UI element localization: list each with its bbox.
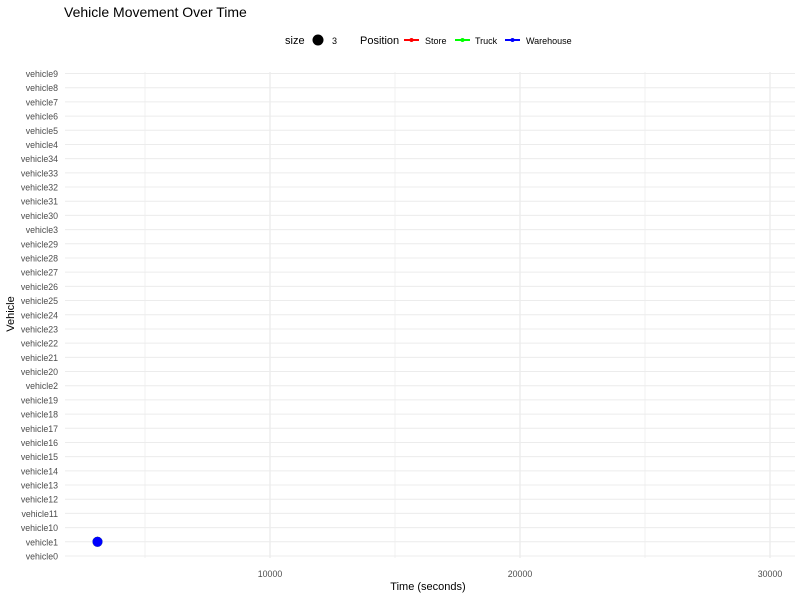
y-tick-label-vehicle16: vehicle16 [21,438,58,448]
y-tick-label-vehicle3: vehicle3 [26,225,58,235]
x-axis: 10000 20000 30000 [258,569,783,579]
y-axis: vehicle0 vehicle1 vehicle10 vehicle11 vehicl… [21,69,58,562]
y-tick-label-vehicle10: vehicle10 [21,523,58,533]
y-tick-label-vehicle11: vehicle11 [21,509,58,519]
legend-label-store: Store [425,36,447,46]
y-tick-label-vehicle22: vehicle22 [21,339,58,349]
x-tick-label-1: 20000 [508,569,533,579]
y-axis-title: Vehicle [5,296,17,331]
y-tick-label-vehicle26: vehicle26 [21,282,58,292]
y-tick-label-vehicle13: vehicle13 [21,481,58,491]
y-tick-label-vehicle0: vehicle0 [26,552,58,562]
y-tick-label-vehicle12: vehicle12 [21,495,58,505]
y-tick-label-vehicle34: vehicle34 [21,154,58,164]
legend-size-marker [312,34,324,46]
legend-label-truck: Truck [475,36,498,46]
legend-position-title: Position [360,35,399,47]
y-tick-label-vehicle15: vehicle15 [21,452,58,462]
y-tick-label-vehicle32: vehicle32 [21,183,58,193]
plot-grid [65,72,795,558]
y-tick-label-vehicle17: vehicle17 [21,424,58,434]
y-tick-label-vehicle25: vehicle25 [21,296,58,306]
x-tick-label-2: 30000 [758,569,783,579]
data-points [92,536,103,547]
legend-label-warehouse: Warehouse [526,36,572,46]
y-tick-label-vehicle9: vehicle9 [26,69,58,79]
y-tick-label-vehicle30: vehicle30 [21,211,58,221]
legend-item-truck: Truck [455,36,498,46]
y-tick-label-vehicle20: vehicle20 [21,367,58,377]
legend: size 3 Position Store Truck Warehouse [285,34,572,47]
y-tick-label-vehicle2: vehicle2 [26,381,58,391]
y-tick-label-vehicle21: vehicle21 [21,353,58,363]
y-tick-label-vehicle27: vehicle27 [21,268,58,278]
legend-size-title: size [285,35,305,47]
legend-size-label: 3 [332,36,337,46]
y-tick-label-vehicle14: vehicle14 [21,466,58,476]
point-warehouse-0 [92,536,103,547]
y-tick-label-vehicle4: vehicle4 [26,140,58,150]
x-axis-title: Time (seconds) [390,581,465,593]
y-tick-label-vehicle7: vehicle7 [26,97,58,107]
y-tick-label-vehicle28: vehicle28 [21,253,58,263]
y-tick-label-vehicle31: vehicle31 [21,197,58,207]
y-tick-label-vehicle19: vehicle19 [21,395,58,405]
y-tick-label-vehicle8: vehicle8 [26,83,58,93]
y-tick-label-vehicle18: vehicle18 [21,410,58,420]
y-tick-label-vehicle6: vehicle6 [26,112,58,122]
y-tick-label-vehicle23: vehicle23 [21,324,58,334]
legend-item-warehouse: Warehouse [505,36,572,46]
y-tick-label-vehicle24: vehicle24 [21,310,58,320]
chart-title: Vehicle Movement Over Time [64,4,247,20]
y-tick-label-vehicle29: vehicle29 [21,239,58,249]
legend-item-store: Store [404,36,447,46]
y-tick-label-vehicle1: vehicle1 [26,537,58,547]
y-tick-label-vehicle33: vehicle33 [21,168,58,178]
x-tick-label-0: 10000 [258,569,283,579]
y-tick-label-vehicle5: vehicle5 [26,126,58,136]
